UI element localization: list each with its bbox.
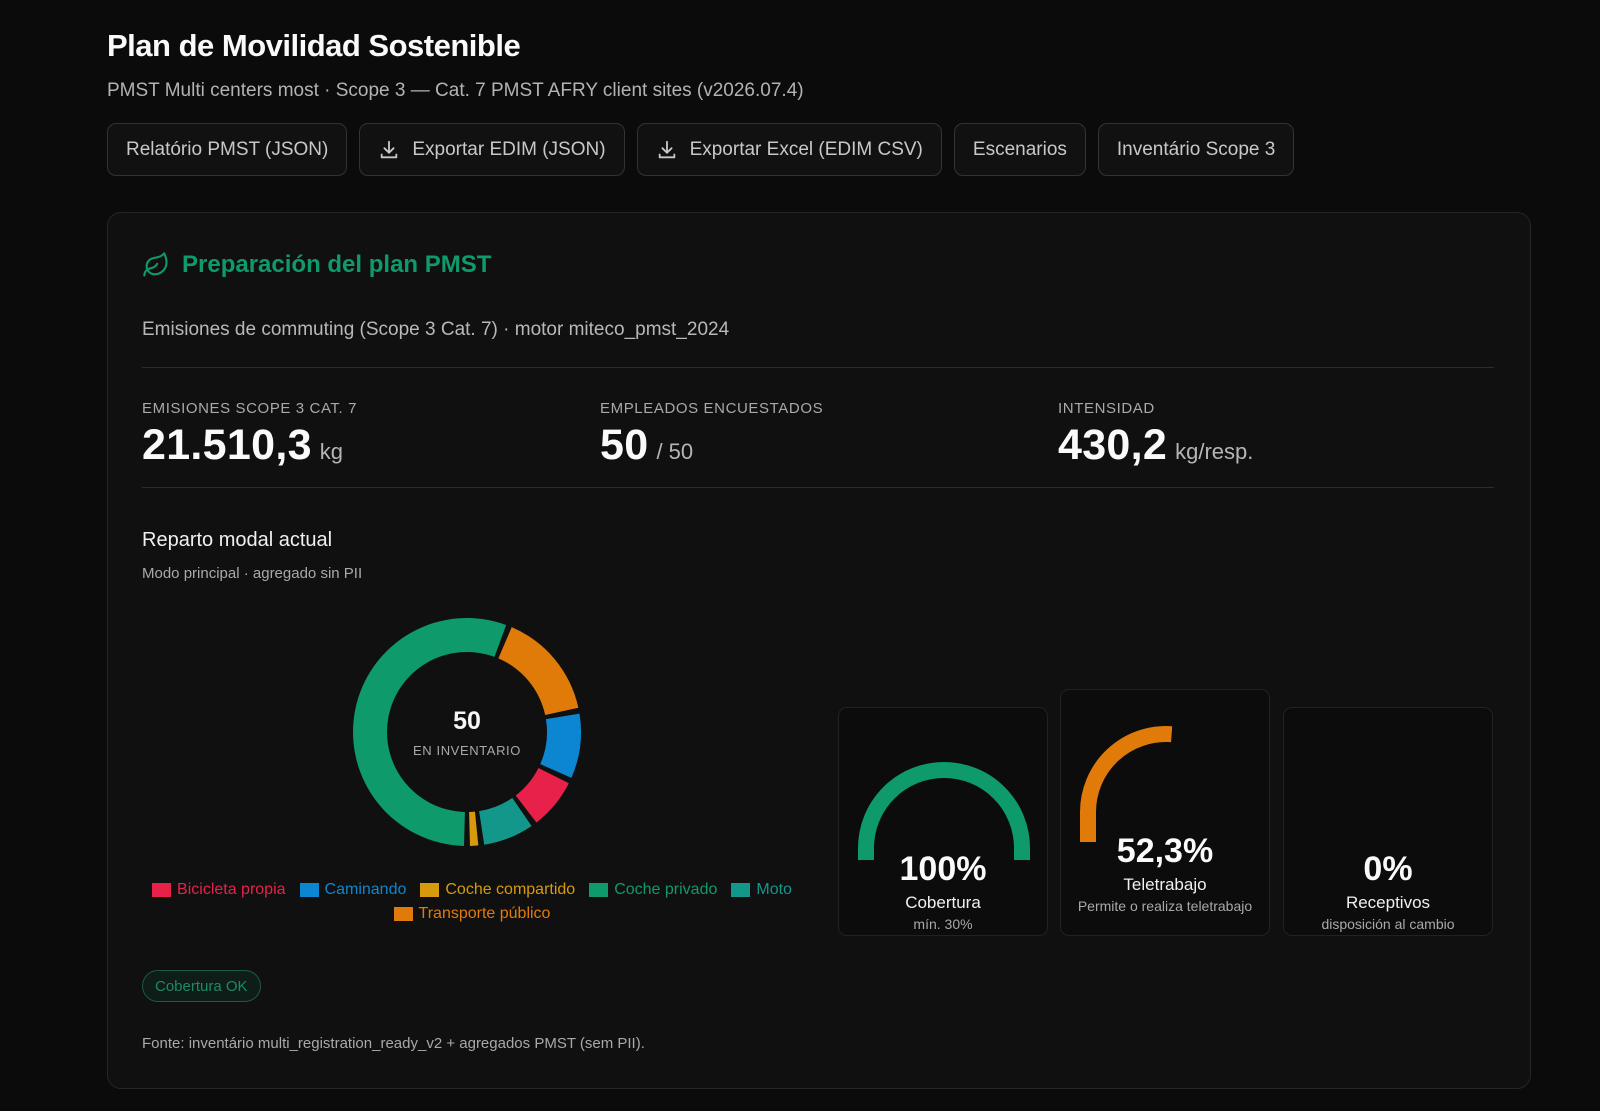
source-note: Fonte: inventário multi_registration_rea… — [142, 1035, 645, 1052]
modal-split-donut: 50 EN INVENTARIO — [353, 618, 581, 846]
legend-item: Moto — [731, 881, 792, 899]
leaf-icon — [143, 252, 168, 277]
download-icon — [381, 140, 398, 158]
kpi-value: 430,2 — [1058, 421, 1168, 469]
legend-label: Bicicleta propia — [177, 881, 286, 898]
legend-item: Caminando — [299, 881, 407, 899]
legend-swatch — [731, 883, 751, 897]
gauge-label: Teletrabajo — [1123, 875, 1207, 894]
legend-label: Caminando — [324, 881, 407, 898]
escenarios-label: Escenarios — [972, 138, 1067, 160]
inventario-scope3-label: Inventário Scope 3 — [1116, 138, 1276, 160]
inventario-scope3-button[interactable]: Inventário Scope 3 — [1097, 123, 1295, 176]
donut-slice-transporte-público — [498, 627, 579, 715]
gauge-arc — [1080, 726, 1252, 842]
gauge-value: 52,3% — [1116, 832, 1214, 870]
status-badge: Cobertura OK — [142, 970, 261, 1002]
gauge-value: 0% — [1363, 850, 1413, 888]
legend-swatch — [393, 907, 413, 921]
gauge-arc — [858, 762, 1030, 860]
kpi-unit: / 50 — [656, 439, 694, 464]
page-subtitle: PMST Multi centers most · Scope 3 — Cat.… — [107, 80, 804, 101]
legend-item: Coche privado — [589, 881, 717, 899]
gauge-sub: mín. 30% — [913, 916, 973, 932]
divider — [142, 487, 1494, 488]
card-title: Preparación del plan PMST — [182, 251, 492, 278]
divider — [142, 367, 1494, 368]
export-excel-csv-button[interactable]: Exportar Excel (EDIM CSV) — [636, 123, 942, 176]
card-description: Emisiones de commuting (Scope 3 Cat. 7) … — [142, 319, 730, 340]
kpi-label: Emisiones Scope 3 Cat. 7 — [142, 400, 358, 417]
kpi-label: Intensidad — [1058, 400, 1155, 417]
gauge-teletrabajo: 52,3% Teletrabajo Permite o realiza tele… — [1060, 689, 1270, 936]
legend-item: Transporte público — [393, 905, 551, 923]
donut-slice-bicicleta-propia — [515, 767, 569, 823]
gauge-receptivos: 0% Receptivos disposición al cambio — [1283, 707, 1493, 936]
kpi-intensity: Intensidad 430,2 kg/resp. — [1058, 400, 1253, 470]
gauge-label: Receptivos — [1345, 893, 1431, 912]
legend-item: Coche compartido — [420, 881, 575, 899]
gauge-cobertura: 100% Cobertura mín. 30% — [838, 707, 1048, 936]
gauge-sub: disposición al cambio — [1321, 916, 1455, 932]
export-edim-json-button[interactable]: Exportar EDIM (JSON) — [359, 123, 625, 176]
legend-swatch — [299, 883, 319, 897]
donut-slice-caminando — [540, 713, 581, 778]
kpi-unit: kg — [319, 439, 344, 464]
modal-split-subtitle: Modo principal · agregado sin PII — [142, 565, 363, 582]
page-title: Plan de Movilidad Sostenible — [107, 28, 521, 63]
modal-split-title: Reparto modal actual — [142, 529, 333, 551]
download-icon — [658, 140, 675, 158]
legend-label: Coche privado — [614, 881, 718, 898]
gauge-value: 100% — [899, 850, 987, 888]
legend-label: Coche compartido — [445, 881, 576, 898]
kpi-unit: kg/resp. — [1175, 439, 1254, 464]
kpi-emissions: Emisiones Scope 3 Cat. 7 21.510,3 kg — [142, 400, 357, 470]
kpi-value: 50 — [600, 421, 649, 469]
legend-swatch — [589, 883, 609, 897]
donut-slice-moto — [479, 797, 532, 845]
card-header: Preparación del plan PMST — [142, 251, 491, 279]
relatorio-pmst-label: Relatório PMST (JSON) — [126, 138, 329, 160]
toolbar: Relatório PMST (JSON) Exportar EDIM (JSO… — [107, 123, 1295, 176]
gauge-label: Cobertura — [905, 893, 981, 912]
legend-label: Moto — [756, 881, 792, 898]
relatorio-pmst-button[interactable]: Relatório PMST (JSON) — [107, 123, 348, 176]
legend-label: Transporte público — [418, 905, 551, 922]
pmst-card: Preparación del plan PMST Emisiones de c… — [107, 212, 1531, 1089]
legend-swatch — [152, 883, 172, 897]
export-edim-json-label: Exportar EDIM (JSON) — [412, 138, 606, 160]
donut-center-label: EN INVENTARIO — [413, 743, 521, 758]
donut-center-value: 50 — [453, 707, 481, 735]
legend-swatch — [420, 883, 440, 897]
kpi-employees: Empleados encuestados 50 / 50 — [600, 400, 823, 470]
donut-legend: Bicicleta propia Caminando Coche compartid… — [142, 881, 802, 923]
kpi-label: Empleados encuestados — [600, 400, 824, 417]
escenarios-button[interactable]: Escenarios — [953, 123, 1086, 176]
donut-slice-coche-privado — [353, 618, 507, 846]
donut-slice-coche-compartido — [469, 811, 479, 846]
gauge-sub: Permite o realiza teletrabajo — [1077, 898, 1253, 914]
legend-item: Bicicleta propia — [152, 881, 286, 899]
kpi-value: 21.510,3 — [142, 421, 312, 469]
export-excel-csv-label: Exportar Excel (EDIM CSV) — [689, 138, 923, 160]
gauge-arc — [1303, 762, 1475, 860]
